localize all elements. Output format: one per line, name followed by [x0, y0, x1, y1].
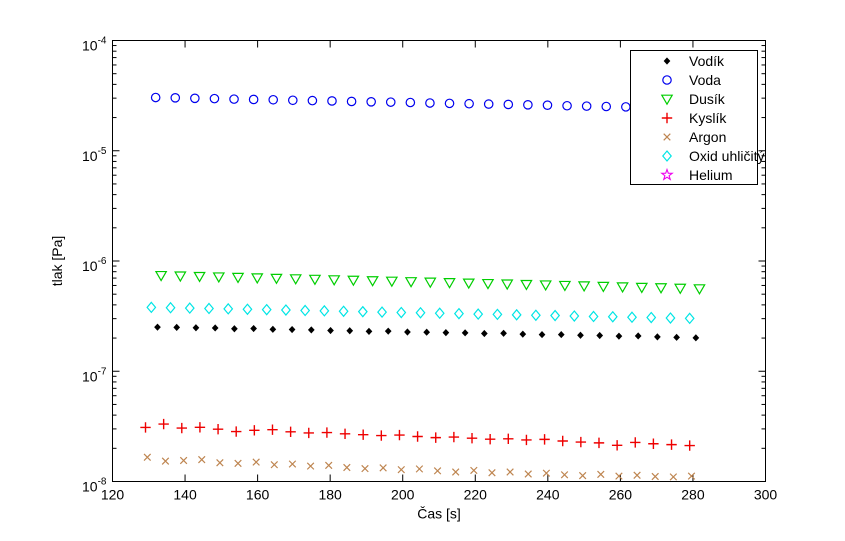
legend-label: Dusík	[689, 91, 725, 108]
series-argon	[143, 453, 696, 481]
point-glyph	[663, 57, 671, 66]
diamond-glyph	[662, 149, 672, 162]
y-axis-label: tlak [Pa]	[49, 236, 65, 287]
series-vodik	[154, 323, 700, 342]
x-axis-label: Čas [s]	[417, 506, 461, 522]
x-tick-label: 280	[681, 487, 705, 503]
legend-entry-kyslik: Kyslík	[631, 109, 757, 128]
series-kyslik	[140, 418, 695, 451]
legend-entry-argon: Argon	[631, 127, 757, 146]
legend-entry-dusik: Dusík	[631, 90, 757, 109]
legend-label: Vodík	[689, 53, 725, 70]
x-axis-ticks: 120 140 160 180 200 220 240 260 280 300	[101, 40, 778, 503]
legend-entry-voda: Voda	[631, 71, 757, 90]
legend-entry-helium: Helium	[631, 165, 757, 184]
point-marker-icon	[652, 53, 682, 69]
circle-marker-icon	[652, 72, 682, 88]
x-tick-label: 200	[391, 487, 415, 503]
y-tick-label: 10-5	[82, 146, 107, 164]
diamond-marker-icon	[652, 148, 682, 164]
x-tick-label: 260	[609, 487, 633, 503]
plus-glyph	[661, 112, 673, 124]
x-tick-label: 240	[536, 487, 560, 503]
circle-glyph	[662, 75, 672, 86]
plus-marker-icon	[652, 110, 682, 126]
y-tick-label: 10-8	[82, 477, 107, 495]
y-tick-label: 10-7	[82, 366, 107, 384]
x-tick-label: 120	[101, 487, 125, 503]
y-axis-minor-ticks	[112, 45, 766, 449]
legend-entry-oxid-uhlicity: Oxid uhličitý	[631, 146, 764, 165]
y-axis-ticks: 10-4 10-5 10-6 10-7 10-8	[82, 36, 766, 495]
x-tick-label: 180	[318, 487, 342, 503]
legend-label: Voda	[689, 72, 721, 89]
y-tick-label: 10-6	[82, 256, 107, 274]
x-tick-label: 140	[173, 487, 197, 503]
x-glyph	[663, 133, 671, 141]
triangle-down-glyph	[660, 94, 674, 106]
legend-label: Kyslík	[689, 110, 727, 126]
series-dusik	[154, 270, 706, 295]
legend: Vodík Voda Dusík Kyslík Argon Oxid uhlič…	[630, 50, 764, 185]
legend-label: Oxid uhličitý	[689, 147, 765, 164]
legend-label: Argon	[689, 128, 727, 145]
x-tick-label: 160	[246, 487, 270, 503]
pentagram-glyph	[660, 167, 674, 181]
series-oxid-uhlicity	[146, 301, 695, 325]
x-marker-icon	[652, 129, 682, 145]
x-tick-label: 220	[464, 487, 488, 503]
x-tick-label: 300	[754, 487, 778, 503]
triangle-down-marker-icon	[652, 91, 682, 107]
legend-label: Helium	[689, 166, 733, 183]
y-tick-label: 10-4	[82, 36, 107, 54]
pentagram-marker-icon	[652, 167, 682, 183]
legend-entry-vodik: Vodík	[631, 52, 757, 71]
